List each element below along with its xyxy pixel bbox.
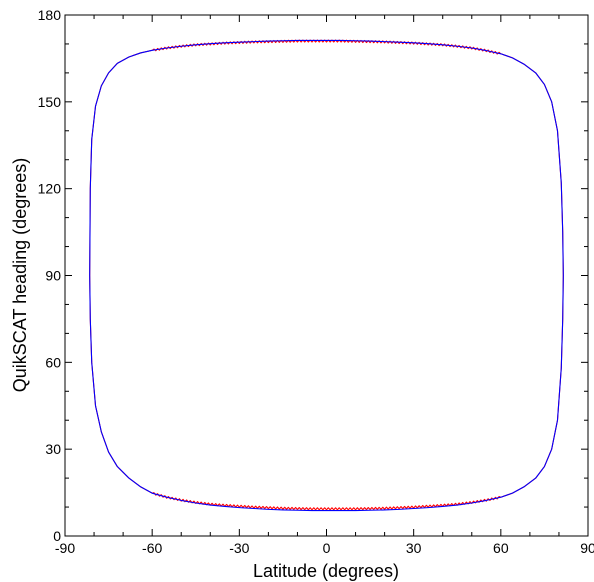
y-tick-label: 0 (53, 528, 61, 544)
x-tick-label: 30 (406, 540, 422, 556)
y-tick-label: 30 (45, 441, 61, 457)
x-tick-label: -90 (55, 540, 75, 556)
x-tick-label: 90 (580, 540, 594, 556)
x-tick-label: -30 (229, 540, 249, 556)
tick-labels: -90 -60 -30 0 30 60 90 0 30 60 90 120 150 180 (38, 7, 594, 556)
y-tick-label: 180 (38, 7, 62, 23)
x-axis-title: Latitude (degrees) (253, 561, 399, 581)
y-axis-title: QuikSCAT heading (degrees) (10, 158, 30, 392)
y-tick-label: 90 (45, 268, 61, 284)
x-tick-label: 0 (323, 540, 331, 556)
x-tick-label: -60 (142, 540, 162, 556)
y-tick-label: 120 (38, 181, 62, 197)
y-tick-label: 60 (45, 354, 61, 370)
x-tick-label: 60 (493, 540, 509, 556)
series-line-1 (89, 39, 564, 511)
series-line-2 (89, 39, 564, 512)
y-tick-label: 150 (38, 94, 62, 110)
tick-marks (64, 14, 589, 537)
series-layer (89, 39, 564, 512)
plot-frame (64, 14, 589, 537)
